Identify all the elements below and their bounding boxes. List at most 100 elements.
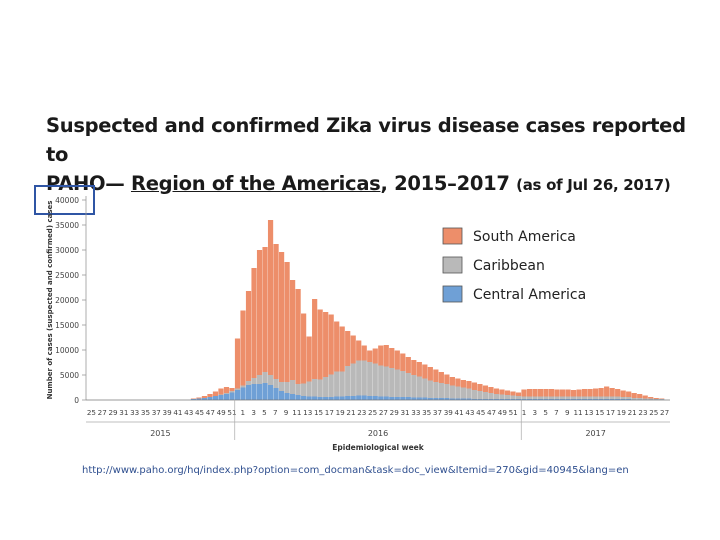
bar-segment [229,388,235,391]
bar-segment [455,398,461,400]
bar-segment [323,397,329,400]
x-tick-label: 29 [390,408,400,417]
x-tick-label: 49 [217,408,227,417]
bar-segment [615,389,621,397]
bar-segment [515,399,522,400]
bar-segment [367,362,373,396]
bar-segment [350,396,356,400]
bar-segment [604,399,610,400]
bar-segment [543,389,549,397]
x-tick-label: 27 [379,408,388,417]
x-tick-label: 21 [346,408,355,417]
x-tick-label: 27 [660,408,669,417]
bar-segment [504,390,511,395]
bar-segment [471,390,478,399]
bar-segment [570,390,577,397]
title-line-1: Suspected and confirmed Zika virus disea… [46,114,686,166]
bar-segment [648,398,654,400]
bar-segment [559,396,566,399]
bar-segment [394,397,400,400]
bar-segment [284,382,290,393]
bar-segment [400,353,406,371]
bar-segment [289,394,296,400]
bar-segment [565,396,571,399]
bar-segment [433,382,439,398]
bar-segment [345,366,351,396]
x-tick-label: 39 [163,408,173,417]
bar-segment [229,391,235,393]
bar-segment [460,387,467,399]
bar-segment [554,399,560,400]
bar-segment [637,398,643,400]
bar-segment [604,386,610,397]
x-tick-label: 1 [522,408,527,417]
bar-segment [526,399,533,400]
bar-segment [615,396,621,399]
bar-segment [312,379,318,397]
bar-segment [262,383,268,400]
x-tick-label: 25 [649,408,658,417]
bar-segment [245,385,252,400]
bar-segment [477,384,483,391]
bar-segment [301,313,307,384]
bar-segment [361,360,367,396]
bar-segment [609,396,615,399]
bar-segment [581,389,588,397]
bar-segment [482,392,489,399]
bar-segment [339,326,345,372]
bar-segment [334,396,340,400]
bar-segment [256,250,263,375]
bar-segment [499,394,505,399]
bar-segment [262,247,268,372]
bar-segment [411,360,417,375]
bar-segment [521,399,527,400]
bar-segment [405,397,411,400]
bar-segment [212,396,219,400]
bar-segment [570,399,577,400]
bar-segment [504,395,511,399]
bar-segment [289,380,296,394]
x-tick-label: 33 [411,408,420,417]
x-tick-label: 33 [130,408,139,417]
y-tick-label: 40000 [55,196,79,205]
title-prefix: PAHO— [46,172,131,195]
bar-segment [642,398,648,400]
bar-segment [267,220,274,375]
y-tick-label: 5000 [60,371,79,380]
bar-segment [361,345,367,361]
bar-segment [587,399,593,400]
bar-segment [218,394,224,395]
bar-segment [515,392,522,396]
bar-segment [554,389,560,397]
x-tick-label: 7 [273,408,278,417]
bar-segment [510,395,516,399]
bar-segment [565,399,571,400]
series-caribbean [218,360,665,400]
x-tick-label: 37 [433,408,442,417]
x-tick-label: 9 [565,408,570,417]
bar-segment [477,391,483,399]
bar-segment [394,350,400,370]
bar-segment [284,393,290,400]
bar-segment [543,399,549,400]
bar-segment [416,362,422,377]
bar-segment [323,312,329,377]
bar-segment [422,364,428,379]
bar-segment [378,396,384,400]
bar-segment [576,396,582,399]
bar-segment [659,398,665,399]
source-url[interactable]: http://www.paho.org/hq/index.php?option=… [82,465,629,476]
bar-segment [526,396,533,399]
title-region: Region of the Americas [130,172,381,195]
title-years: , 2015–2017 [380,172,517,195]
bar-segment [653,398,659,399]
bar-segment [548,389,555,397]
bar-segment [328,314,334,375]
bar-segment [482,385,489,392]
bar-segment [273,244,279,379]
bar-segment [273,379,279,388]
bar-segment [576,399,582,400]
bar-segment [196,397,202,399]
x-axis-title: Epidemiological week [332,443,425,452]
bar-segment [201,398,208,400]
